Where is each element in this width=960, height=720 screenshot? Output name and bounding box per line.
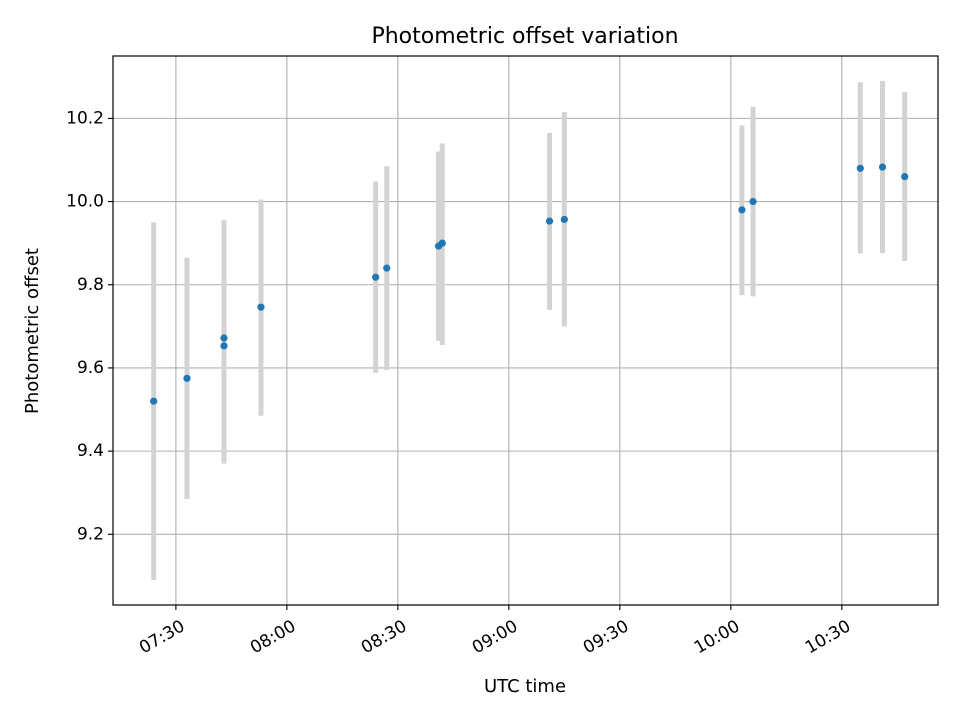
data-point [220, 342, 228, 350]
axis-ticks: 07:30 08:00 08:30 09:00 09:30 10:00 10:30 9.2 9.… [66, 108, 854, 658]
chart-title: Photometric offset variation [371, 24, 678, 49]
y-tick-label: 9.2 [77, 524, 104, 544]
x-axis-label: UTC time [484, 676, 566, 697]
y-tick-label: 9.6 [77, 358, 104, 378]
plot-frame [112, 55, 939, 606]
x-tick-label: 08:00 [247, 616, 299, 658]
data-point [738, 206, 746, 214]
data-point [545, 217, 554, 225]
data-point [150, 397, 158, 405]
y-tick-label: 10.2 [66, 108, 104, 128]
y-tick-label: 9.4 [77, 441, 104, 461]
data-point [856, 164, 864, 172]
error-bars [151, 80, 908, 581]
y-tick-label: 9.8 [77, 275, 104, 295]
data-point [438, 239, 446, 247]
data-points [150, 163, 909, 405]
x-tick-label: 07:30 [136, 616, 188, 658]
data-point [383, 264, 391, 272]
y-tick-label: 10.0 [66, 192, 104, 212]
x-tick-label: 10:30 [802, 616, 854, 658]
x-tick-label: 09:00 [469, 616, 521, 658]
data-point [878, 163, 887, 171]
data-point [183, 374, 191, 382]
y-axis-label: Photometric offset [22, 248, 43, 414]
data-point [749, 197, 757, 206]
grid-lines [113, 56, 938, 605]
x-tick-label: 08:30 [358, 616, 410, 658]
data-point [372, 273, 380, 281]
x-tick-label: 10:00 [691, 616, 743, 658]
x-tick-label: 09:30 [580, 616, 632, 658]
data-point [220, 334, 228, 342]
data-point [560, 215, 568, 224]
data-point [901, 173, 909, 181]
data-point [257, 303, 265, 311]
